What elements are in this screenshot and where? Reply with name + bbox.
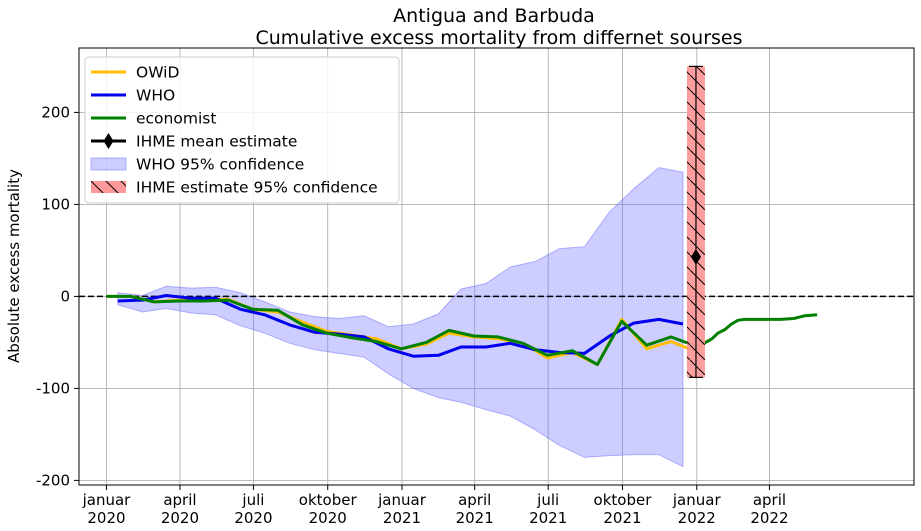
x-tick-label: oktober <box>299 491 358 509</box>
chart-subtitle: Cumulative excess mortality from differn… <box>256 27 743 49</box>
series-lines <box>106 294 818 366</box>
x-tick-label: januar <box>672 491 722 509</box>
legend-label: WHO <box>136 87 175 105</box>
legend-swatch-diamond <box>103 133 114 149</box>
legend-label: IHME estimate 95% confidence <box>136 179 378 197</box>
x-tick-label: januar <box>377 491 427 509</box>
ihme-estimate <box>686 65 705 378</box>
y-tick-label: 200 <box>41 103 70 121</box>
y-tick-label: 0 <box>60 287 70 305</box>
x-tick-label: juli <box>536 491 559 509</box>
x-tick-year: 2020 <box>234 509 272 527</box>
y-axis-label: Absolute excess mortality <box>5 169 23 363</box>
series-line-who <box>117 294 684 358</box>
x-tick-year: 2021 <box>603 509 641 527</box>
x-tick-year: 2021 <box>529 509 567 527</box>
confidence-bands <box>79 167 914 468</box>
legend: OWiD WHO economist IHME mean estimate WHO 95… <box>84 56 400 204</box>
series-line-economist <box>106 294 818 366</box>
plot-frame <box>78 47 915 486</box>
x-tick-label: april <box>753 491 786 509</box>
x-tick-label: juli <box>241 491 264 509</box>
x-tick-year: 2020 <box>309 509 347 527</box>
y-tick-label: -200 <box>36 471 70 489</box>
axes: januar2020april2020juli2020oktober2020ja… <box>36 47 915 527</box>
y-tick-label: -100 <box>36 379 70 397</box>
legend-label: IHME mean estimate <box>136 133 297 151</box>
legend-label: OWiD <box>136 64 179 82</box>
legend-swatch-area <box>90 157 127 171</box>
y-tick-label: 100 <box>41 195 70 213</box>
x-tick-year: 2021 <box>383 509 421 527</box>
ihme-mean-marker <box>690 248 701 265</box>
legend-label: economist <box>136 110 216 128</box>
legend-swatch-hatch-overlay <box>91 181 126 193</box>
legend-box <box>84 56 400 204</box>
x-tick-label: januar <box>82 491 132 509</box>
x-tick-year: 2022 <box>750 509 788 527</box>
x-tick-label: april <box>163 491 196 509</box>
x-tick-year: 2021 <box>456 509 494 527</box>
legend-label: WHO 95% confidence <box>136 156 304 174</box>
chart-title: Antigua and Barbuda <box>393 5 595 27</box>
x-tick-year: 2020 <box>87 509 125 527</box>
x-tick-year: 2020 <box>161 509 199 527</box>
x-tick-year: 2022 <box>678 509 716 527</box>
who-confidence-band <box>117 167 684 468</box>
x-tick-label: oktober <box>594 491 653 509</box>
x-tick-label: april <box>458 491 491 509</box>
